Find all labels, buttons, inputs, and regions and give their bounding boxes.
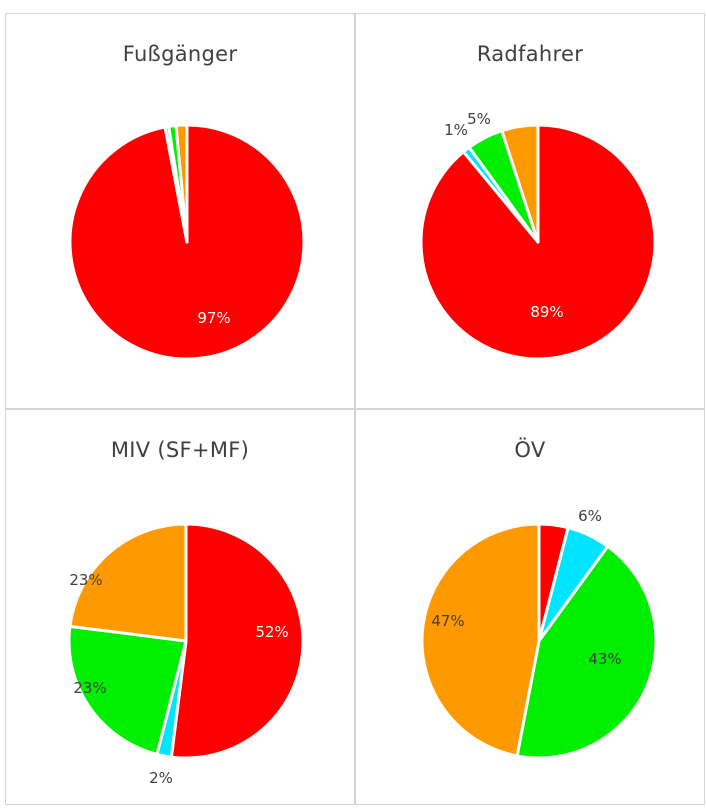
pie-chart-radfahrer: 89% 1%5% [419,110,657,361]
pie-slice-oev-3 [420,522,541,758]
pie-label-fussgaenger-0: 97% [197,309,230,327]
pie-label-radfahrer-2: 5% [467,110,491,128]
pie-slice-radfahrer-3 [500,123,540,244]
pie-slice-miv-0 [169,522,305,760]
pie-panel-radfahrer: 89% 1% 5% Radfahrer [355,13,705,409]
pie-title-oev: ÖV [514,438,546,462]
pie-slice-oev-2 [515,544,658,760]
pie-panel-fussgaenger: 97% Fußgänger [5,13,355,409]
pie-title-fussgaenger: Fußgänger [122,42,238,66]
pie-slice-fussgaenger-3 [174,123,189,244]
pie-panel-miv: 52% 2% 23% 23% MIV (SF+MF) [5,409,355,805]
pie-title-radfahrer: Radfahrer [476,42,584,66]
pie-chart-fussgaenger: 97% [68,123,306,361]
pie-chart-miv: 52% 2% 23% 23% [67,522,305,787]
pie-title-miv: MIV (SF+MF) [110,438,250,462]
pie-slice-miv-3 [68,522,188,643]
pie-label-miv-0: 52% [255,623,288,641]
pie-label-oev-3: 47% [431,612,464,630]
pie-chart-oev: 6% 43% 47% [420,507,658,760]
pie-label-oev-2: 43% [588,650,621,668]
pie-slice-miv-2 [67,624,188,756]
pie-label-radfahrer-1: 1% [444,121,468,139]
pie-panel-oev: 6% 43% 47% ÖV [355,409,705,805]
pie-label-oev-1: 6% [578,507,602,525]
pie-label-miv-3: 23% [69,571,102,589]
pie-label-radfahrer-0: 89% [530,303,563,321]
pie-label-miv-2: 23% [73,679,106,697]
pie-label-miv-1: 2% [149,769,173,787]
